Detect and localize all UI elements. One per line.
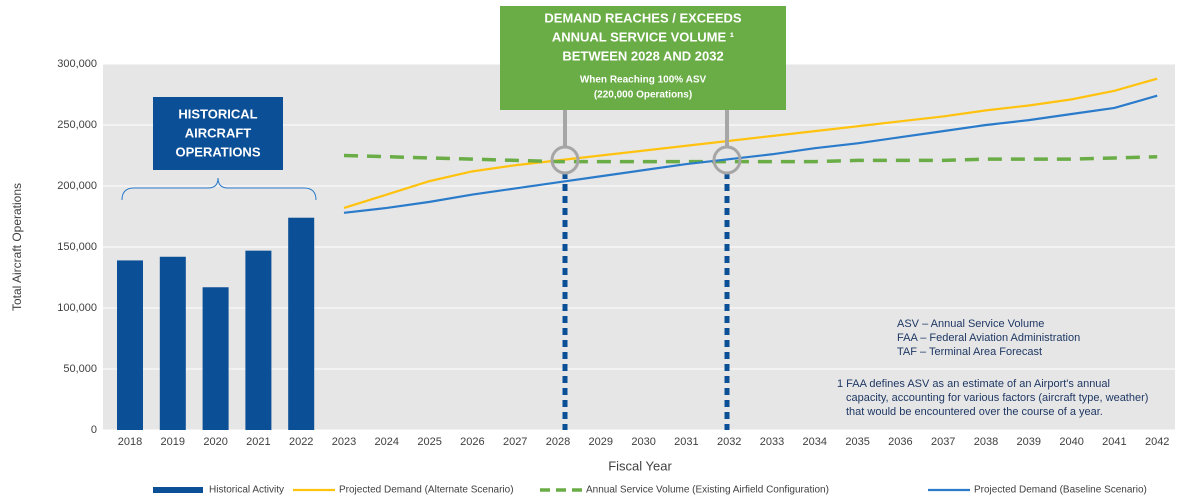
legend-label: Projected Demand (Baseline Scenario) [974, 485, 1147, 496]
x-tick-label: 2041 [1102, 436, 1126, 448]
y-tick-label: 100,000 [57, 302, 97, 314]
y-axis-label: Total Aircraft Operations [10, 183, 24, 311]
y-tick-label: 250,000 [57, 119, 97, 131]
footnote: that would be encountered over the cours… [846, 406, 1103, 418]
bar [159, 256, 186, 430]
y-tick-label: 200,000 [57, 180, 97, 192]
x-tick-label: 2030 [631, 436, 655, 448]
x-tick-label: 2026 [460, 436, 484, 448]
bar [288, 217, 315, 430]
x-tick-label: 2024 [375, 436, 399, 448]
callout-box [500, 6, 786, 110]
footnote: capacity, accounting for various factors… [846, 392, 1148, 404]
callout-title: BETWEEN 2028 AND 2032 [562, 48, 723, 63]
x-tick-label: 2023 [332, 436, 356, 448]
legend-label: Historical Activity [209, 485, 284, 496]
x-tick-label: 2021 [246, 436, 270, 448]
x-tick-label: 2035 [845, 436, 869, 448]
historical-label: OPERATIONS [176, 144, 261, 159]
x-tick-label: 2034 [803, 436, 827, 448]
x-tick-label: 2040 [1059, 436, 1083, 448]
x-tick-label: 2036 [888, 436, 912, 448]
legend-swatch [153, 487, 203, 493]
historical-label: AIRCRAFT [185, 125, 251, 140]
bracket [121, 177, 317, 201]
historical-box [153, 97, 283, 170]
x-tick-label: 2038 [974, 436, 998, 448]
historical-label: HISTORICAL [178, 106, 257, 121]
legend-label: Annual Service Volume (Existing Airfield… [586, 485, 829, 496]
x-tick-label: 2039 [1017, 436, 1041, 448]
bar [117, 260, 143, 430]
x-tick-label: 2027 [503, 436, 527, 448]
footnote: 1 FAA defines ASV as an estimate of an A… [837, 378, 1110, 390]
line [343, 94, 1158, 214]
x-tick-label: 2022 [289, 436, 313, 448]
x-tick-label: 2018 [118, 436, 142, 448]
glossary: ASV – Annual Service Volume [897, 318, 1044, 330]
x-tick-label: 2042 [1145, 436, 1169, 448]
glossary: TAF – Terminal Area Forecast [897, 346, 1042, 358]
line [343, 153, 1158, 164]
x-tick-label: 2020 [203, 436, 227, 448]
x-tick-label: 2019 [161, 436, 185, 448]
y-tick-label: 150,000 [57, 241, 97, 253]
x-tick-label: 2031 [674, 436, 698, 448]
glossary: FAA – Federal Aviation Administration [897, 332, 1080, 344]
x-tick-label: 2032 [717, 436, 741, 448]
y-tick-label: 50,000 [63, 363, 97, 375]
y-tick-label: 0 [91, 424, 97, 436]
x-tick-label: 2028 [546, 436, 570, 448]
callout-title: ANNUAL SERVICE VOLUME ¹ [552, 29, 734, 44]
line [343, 77, 1158, 210]
bar [245, 250, 272, 430]
y-tick-label: 300,000 [57, 58, 97, 70]
callout-circle [712, 145, 742, 175]
callout-circle [550, 145, 580, 175]
bar [202, 287, 229, 430]
x-axis-label: Fiscal Year [608, 458, 672, 473]
x-tick-label: 2025 [417, 436, 441, 448]
x-tick-label: 2033 [760, 436, 784, 448]
legend-label: Projected Demand (Alternate Scenario) [339, 485, 514, 496]
callout-subtitle: (220,000 Operations) [594, 90, 692, 101]
callout-subtitle: When Reaching 100% ASV [580, 75, 707, 86]
x-tick-label: 2037 [931, 436, 955, 448]
x-tick-label: 2029 [589, 436, 613, 448]
callout-title: DEMAND REACHES / EXCEEDS [544, 10, 742, 25]
